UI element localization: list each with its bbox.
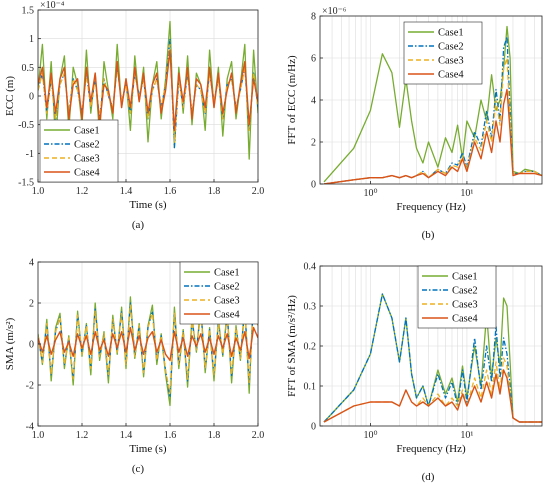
y-tick-label: 0.4 [304, 262, 317, 273]
x-tick-label: 10¹ [460, 430, 473, 441]
legend-label-case1: Case1 [74, 126, 100, 137]
x-axis-label: Time (s) [129, 199, 167, 211]
series-line-case4 [323, 88, 542, 184]
legend-label-case3: Case3 [74, 154, 100, 165]
x-axis-label: Frequency (Hz) [396, 443, 466, 455]
legend: Case1 Case2 Case3 Case4 [179, 261, 259, 325]
panel-caption: (b) [422, 229, 435, 241]
x-tick-label: 1.4 [120, 186, 133, 197]
y-tick-label: 0.3 [304, 302, 317, 313]
panel-caption: (d) [422, 471, 435, 483]
y-tick-label: 1 [29, 34, 34, 45]
y-tick-label: 0.5 [22, 63, 35, 74]
x-tick-label: 1.0 [32, 186, 45, 197]
legend: Case1 Case2 Case3 Case4 [403, 21, 483, 85]
legend-label-case4: Case4 [452, 314, 478, 325]
legend-label-case4: Case4 [438, 70, 464, 81]
series-line-case4 [38, 326, 258, 362]
series-line-case1 [38, 20, 258, 160]
legend: Case1 Case2 Case3 Case4 [417, 265, 497, 329]
y-axis-label: ECC (m) [4, 76, 16, 116]
legend-label-case3: Case3 [438, 56, 464, 67]
x-tick-label: 10⁰ [363, 188, 377, 199]
y-tick-label: 1.5 [22, 6, 35, 17]
x-tick-label: 1.2 [76, 430, 89, 441]
y-tick-label: -2 [26, 381, 34, 392]
series-line-case4 [38, 49, 258, 132]
legend-label-case2: Case2 [438, 42, 464, 53]
panel-caption: (c) [132, 463, 145, 475]
y-tick-label: -1.5 [18, 178, 34, 189]
x-tick-label: 2.0 [252, 430, 265, 441]
y-tick-label: 0 [311, 422, 316, 433]
y-axis-label: FFT of ECC (m/Hz) [286, 55, 298, 145]
x-tick-label: 1.4 [120, 430, 133, 441]
y-tick-label: 8 [311, 12, 316, 23]
x-tick-label: 1.6 [164, 186, 177, 197]
legend-label-case2: Case2 [452, 286, 478, 297]
x-tick-label: 10¹ [460, 188, 473, 199]
y-exponent-label: ×10⁻⁴ [40, 0, 65, 11]
x-tick-label: 10⁰ [363, 430, 377, 441]
y-axis-label: FFT of SMA (m/s²/Hz) [286, 295, 298, 397]
y-tick-label: 4 [29, 258, 34, 269]
y-tick-label: 2 [311, 138, 316, 149]
y-tick-label: 2 [29, 299, 34, 310]
y-tick-label: 6 [311, 54, 316, 65]
x-tick-label: 1.8 [208, 186, 221, 197]
x-axis-label: Frequency (Hz) [396, 201, 466, 213]
y-tick-label: -4 [26, 422, 34, 433]
chart-c: -4 -2 0 2 4 1.0 1.2 1.4 1.6 1.8 2.0 Time (s) SMA (m/… [4, 258, 264, 476]
y-tick-label: 0.2 [304, 342, 317, 353]
series-line-case2 [323, 293, 542, 423]
legend-label-case3: Case3 [214, 296, 240, 307]
legend-label-case2: Case2 [214, 282, 240, 293]
chart-a: -1.5 -1 -0.5 0 0.5 1 1.5 1.0 1.2 1.4 1.6 1.8 2.0 ×10⁻… [4, 0, 264, 231]
series-line-case4 [323, 369, 542, 423]
x-axis-label: Time (s) [129, 443, 167, 455]
y-tick-label: 0.1 [304, 382, 317, 393]
y-tick-label: 0 [29, 340, 34, 351]
legend-label-case1: Case1 [438, 28, 464, 39]
legend-label-case2: Case2 [74, 140, 100, 151]
legend-label-case4: Case4 [214, 310, 240, 321]
y-axis-label: SMA (m/s²) [4, 317, 16, 370]
chart-d: 0 0.1 0.2 0.3 0.4 10⁰ 10¹ Frequency (Hz) FFT of … [286, 262, 543, 483]
legend-label-case1: Case1 [214, 268, 240, 279]
legend-label-case1: Case1 [452, 272, 478, 283]
x-tick-label: 2.0 [252, 186, 265, 197]
panel-caption: (a) [132, 219, 145, 231]
legend-label-case3: Case3 [452, 300, 478, 311]
y-tick-label: -1 [26, 149, 34, 160]
y-tick-label: 0 [311, 180, 316, 191]
y-tick-label: 4 [311, 96, 316, 107]
y-exponent-label: ×10⁻⁶ [322, 6, 347, 17]
x-tick-label: 1.2 [76, 186, 89, 197]
legend: Case1 Case2 Case3 Case4 [39, 119, 119, 183]
x-tick-label: 1.8 [208, 430, 221, 441]
x-tick-label: 1.0 [32, 430, 45, 441]
y-tick-label: 0 [29, 92, 34, 103]
legend-label-case4: Case4 [74, 168, 100, 179]
y-tick-label: -0.5 [18, 120, 34, 131]
chart-b: 0 2 4 6 8 10⁰ 10¹ ×10⁻⁶ Frequency (Hz) FFT of ECC… [286, 6, 543, 241]
x-tick-label: 1.6 [164, 430, 177, 441]
